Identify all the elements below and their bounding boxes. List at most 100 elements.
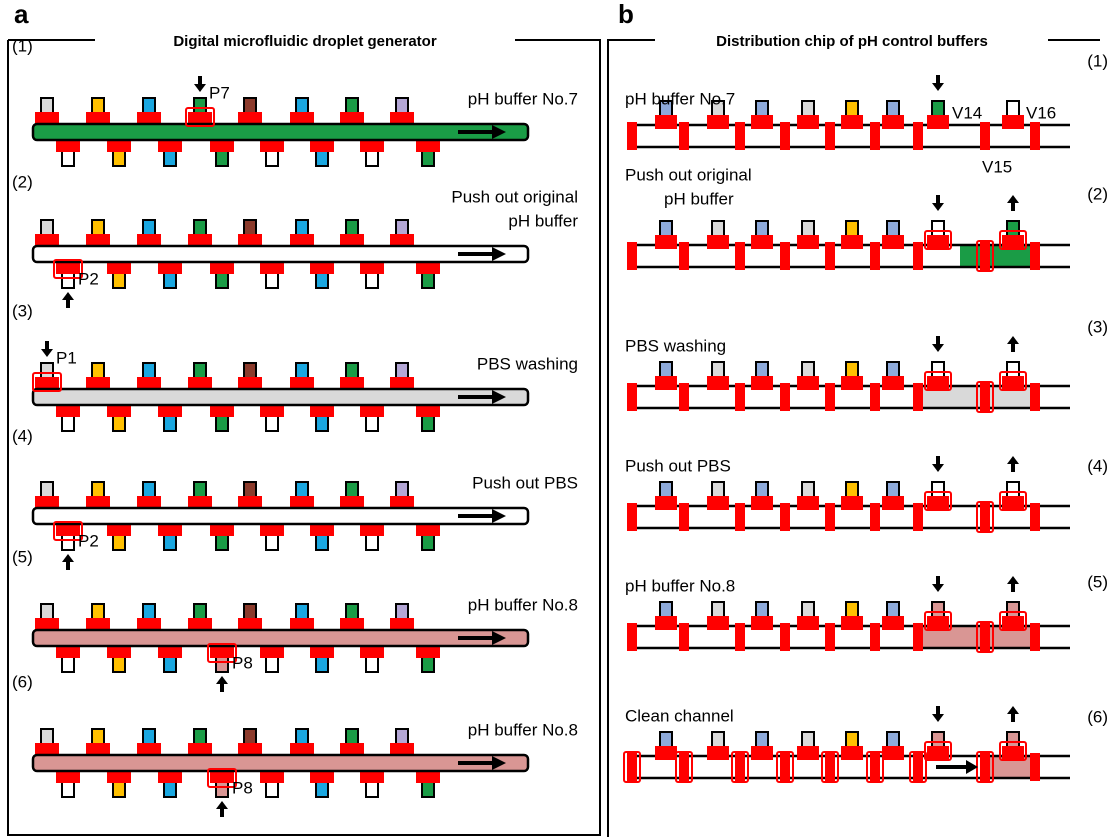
- step-text: PBS washing: [477, 354, 578, 373]
- arrow: [932, 195, 944, 211]
- channel-fill: [960, 245, 1035, 267]
- port: [845, 601, 859, 619]
- valve: [655, 235, 677, 249]
- port: [421, 780, 435, 798]
- port: [365, 655, 379, 673]
- port: [40, 362, 54, 380]
- port: [315, 149, 329, 167]
- valve: [210, 644, 234, 658]
- port: [659, 601, 673, 619]
- highlight: [999, 371, 1027, 391]
- port: [421, 655, 435, 673]
- valve: [841, 235, 863, 249]
- step-number: (4): [1087, 456, 1108, 475]
- highlight: [821, 751, 839, 783]
- valve: [735, 623, 745, 651]
- port: [215, 414, 229, 432]
- valve: [137, 496, 161, 510]
- valve: [210, 403, 234, 417]
- valve: [780, 122, 790, 150]
- valve: [751, 235, 773, 249]
- port: [365, 149, 379, 167]
- arrow: [932, 336, 944, 352]
- highlight: [976, 621, 994, 653]
- valve: [1002, 746, 1024, 760]
- valve: [1030, 623, 1040, 651]
- valve: [290, 377, 314, 391]
- valve: [416, 769, 440, 783]
- step-text: pH buffer: [664, 189, 734, 208]
- valve: [158, 138, 182, 152]
- port: [193, 362, 207, 380]
- port: [61, 271, 75, 289]
- port: [886, 220, 900, 238]
- valve: [913, 753, 923, 781]
- step-number: (2): [1087, 184, 1108, 203]
- valve: [707, 616, 729, 630]
- valve: [86, 618, 110, 632]
- valve: [870, 623, 880, 651]
- port: [112, 533, 126, 551]
- port: [365, 780, 379, 798]
- port: [61, 655, 75, 673]
- step-text: Push out original: [625, 165, 752, 184]
- valve: [751, 616, 773, 630]
- valve: [360, 644, 384, 658]
- valve: [797, 746, 819, 760]
- valve: [390, 743, 414, 757]
- port: [61, 414, 75, 432]
- arrow: [216, 801, 228, 817]
- valve: [797, 616, 819, 630]
- highlight: [53, 259, 83, 279]
- port: [243, 603, 257, 621]
- valve: [390, 377, 414, 391]
- step-text: pH buffer No.8: [468, 720, 578, 739]
- port: [112, 149, 126, 167]
- port: [421, 533, 435, 551]
- valve: [797, 496, 819, 510]
- port: [243, 219, 257, 237]
- flow-arrow: [458, 509, 506, 523]
- port: [365, 533, 379, 551]
- valve: [882, 115, 904, 129]
- port: [91, 362, 105, 380]
- valve: [780, 242, 790, 270]
- valve: [1030, 383, 1040, 411]
- port: [931, 481, 945, 499]
- valve: [913, 503, 923, 531]
- port: [193, 728, 207, 746]
- valve: [56, 403, 80, 417]
- panel-title: Distribution chip of pH control buffers: [716, 33, 988, 50]
- port: [243, 728, 257, 746]
- valve: [627, 383, 637, 411]
- valve: [35, 377, 59, 391]
- port: [40, 728, 54, 746]
- valve: [870, 753, 880, 781]
- port: [112, 780, 126, 798]
- valve: [797, 115, 819, 129]
- panel-letter: b: [618, 0, 634, 29]
- step-text: Push out original: [451, 187, 578, 206]
- valve: [360, 769, 384, 783]
- highlight: [675, 751, 693, 783]
- valve-label: V14: [952, 103, 982, 122]
- valve-label: V16: [1026, 103, 1056, 122]
- flow-arrow: [458, 756, 506, 770]
- valve: [107, 138, 131, 152]
- step-number: (3): [12, 301, 33, 320]
- port: [421, 149, 435, 167]
- port: [801, 481, 815, 499]
- arrow: [1007, 336, 1019, 352]
- highlight: [909, 751, 927, 783]
- panel-title: Digital microfluidic droplet generator: [173, 33, 437, 50]
- valve: [35, 618, 59, 632]
- valve: [797, 376, 819, 390]
- valve: [1002, 376, 1024, 390]
- valve: [1030, 122, 1040, 150]
- arrow: [41, 341, 53, 357]
- valve: [1002, 496, 1024, 510]
- valve: [882, 235, 904, 249]
- valve: [655, 616, 677, 630]
- valve: [340, 112, 364, 126]
